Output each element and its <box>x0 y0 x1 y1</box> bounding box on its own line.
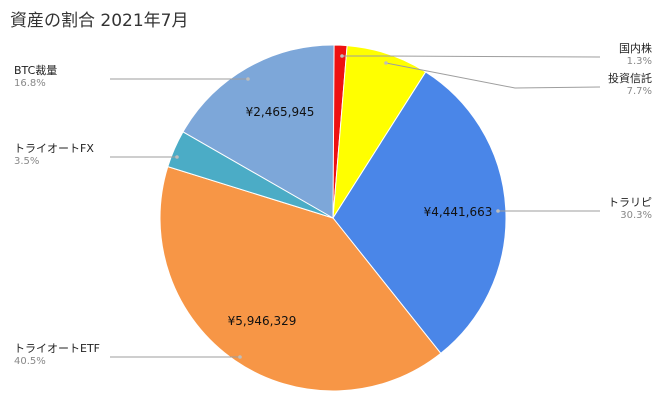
chart-title: 資産の割合 2021年7月 <box>10 11 189 31</box>
slice-label: トライオートFX <box>14 142 94 155</box>
leader-dot <box>496 209 500 213</box>
slice-value-label: ¥2,465,945 <box>246 105 315 119</box>
leader-line <box>342 55 601 58</box>
leader-dot <box>384 61 388 65</box>
slice-label: 国内株 <box>619 41 652 55</box>
slice-value-label: ¥4,441,663 <box>424 205 493 219</box>
leader-dot <box>238 355 242 359</box>
leader-line <box>385 62 601 89</box>
pie-slice-3 <box>159 165 442 392</box>
pie-slice-2 <box>332 71 507 355</box>
slice-percent: 1.3% <box>627 56 652 67</box>
slice-label: 投資信託 <box>608 71 652 85</box>
slice-percent: 16.8% <box>14 78 46 89</box>
leader-dot <box>246 77 250 81</box>
slice-label: トライオートETF <box>14 342 100 355</box>
slice-percent: 30.3% <box>620 210 652 221</box>
slice-percent: 40.5% <box>14 356 46 367</box>
pie-slice-5 <box>182 44 335 219</box>
slice-value-label: ¥5,946,329 <box>228 314 297 328</box>
slice-label: BTC裁量 <box>14 64 57 77</box>
slice-percent: 3.5% <box>14 156 39 167</box>
leader-dot <box>340 54 344 58</box>
slice-label: トラリピ <box>608 196 652 209</box>
leader-dot <box>175 155 179 159</box>
slice-percent: 7.7% <box>627 86 652 97</box>
